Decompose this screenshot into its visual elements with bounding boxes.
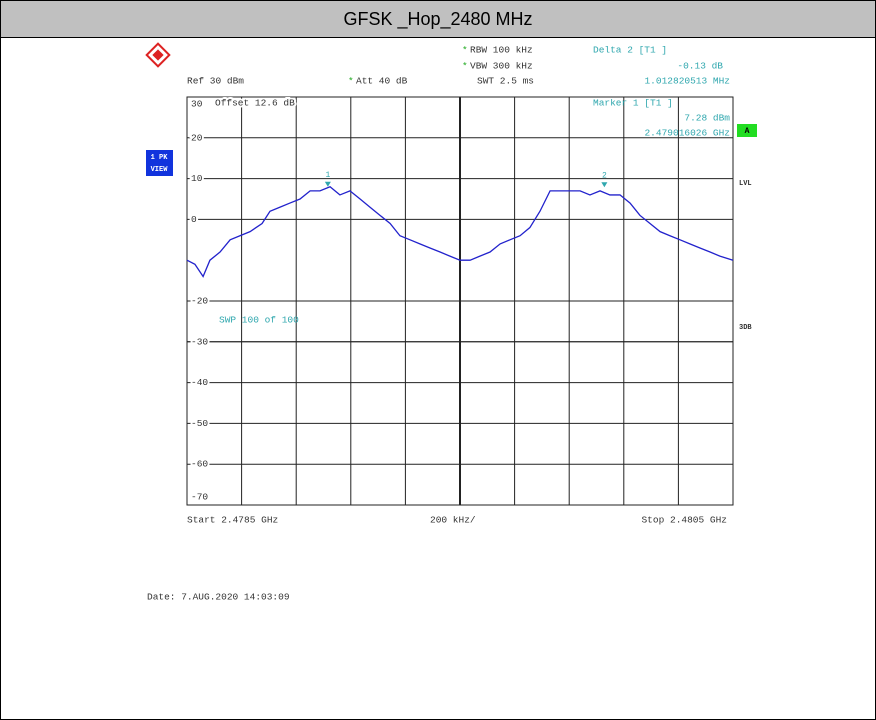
y-tick-label: -30 (191, 336, 208, 347)
y-tick-label: 30 (191, 99, 203, 110)
stop: Stop 2.4805 GHz (641, 515, 727, 526)
y-tick-label: 10 (191, 173, 203, 184)
marker-level: 7.28 dBm (684, 113, 730, 124)
marker (324, 181, 331, 187)
date: Date: 7.AUG.2020 14:03:09 (147, 592, 290, 603)
title-bar (0, 0, 876, 38)
sweep: SWP 100 of 100 (219, 315, 299, 326)
trace-label: 1 PK (151, 154, 169, 162)
delta-level: -0.13 dB (677, 61, 723, 72)
ref: Ref 30 dBm (187, 76, 244, 87)
star: * (462, 61, 468, 72)
title: GFSK _Hop_2480 MHz (343, 9, 532, 30)
plot: 30 20 10 0 -20 -30 -40 -50 -60 -70 Offset 12.6 dB M… (186, 96, 734, 506)
trace-badge (146, 150, 173, 176)
star: * (348, 76, 354, 87)
trace (186, 186, 734, 278)
lvl: LVL (739, 180, 752, 188)
marker (601, 182, 608, 188)
trace-label: VIEW (151, 166, 169, 174)
y-tick-label: 20 (191, 132, 203, 143)
offset: Offset 12.6 dB (215, 98, 295, 109)
y-tick-label: 0 (191, 214, 197, 225)
db3: 3DB (739, 324, 752, 332)
y-tick-label: -60 (191, 459, 208, 470)
badge-a-label: A (745, 127, 750, 136)
star: * (462, 45, 468, 56)
delta-freq: 1.012820513 MHz (644, 76, 730, 87)
delta-title: Delta 2 [T1 ] (593, 45, 667, 56)
span: 200 kHz/ (430, 515, 476, 526)
y-tick-label: -40 (191, 377, 208, 388)
rbw: RBW 100 kHz (470, 45, 533, 56)
y-tick-label: -20 (191, 296, 208, 307)
badge-a (737, 124, 757, 137)
start: Start 2.4785 GHz (187, 515, 278, 526)
y-tick-label: -70 (191, 492, 208, 503)
marker-freq: 2.479016026 GHz (644, 128, 730, 139)
marker-title: Marker 1 [T1 ] (593, 98, 673, 109)
y-tick-label: -50 (191, 418, 208, 429)
marker-label: 1 (325, 171, 330, 180)
swt: SWT 2.5 ms (477, 76, 534, 87)
att: Att 40 dB (356, 76, 408, 87)
marker-label: 2 (602, 171, 607, 180)
logo (145, 42, 171, 68)
vbw: VBW 300 kHz (470, 61, 533, 72)
